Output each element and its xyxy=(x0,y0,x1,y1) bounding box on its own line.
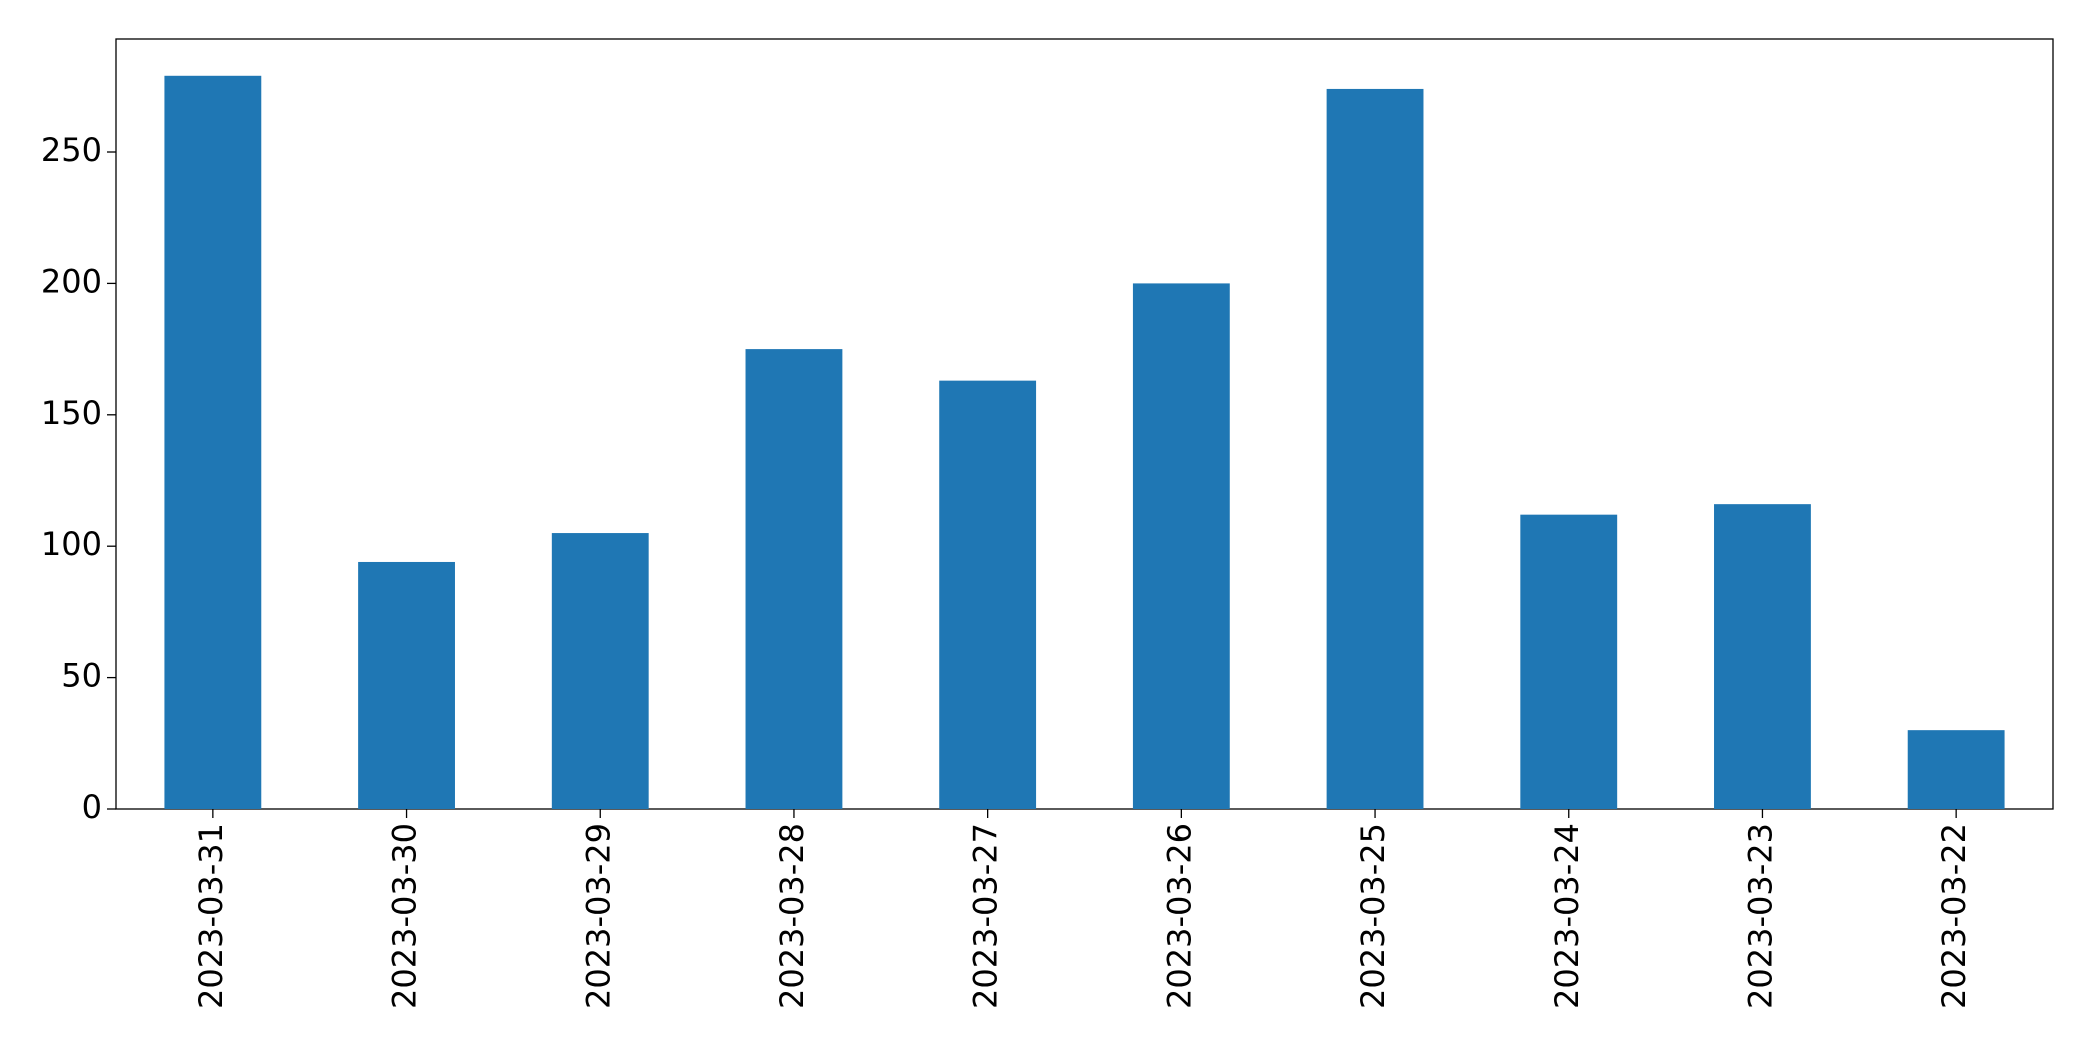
bar xyxy=(164,75,262,809)
y-tick-label: 50 xyxy=(61,657,102,695)
y-tick-label: 0 xyxy=(82,788,102,826)
bar xyxy=(939,380,1037,809)
bar xyxy=(1132,283,1230,810)
bar xyxy=(551,533,649,809)
plot-frame xyxy=(115,38,2054,810)
x-tick-label: 2023-03-26 xyxy=(1160,823,1198,1009)
x-tick-label: 2023-03-31 xyxy=(192,823,230,1009)
x-tick-label: 2023-03-28 xyxy=(773,823,811,1009)
bar xyxy=(1326,88,1424,809)
y-tick-label: 200 xyxy=(41,262,102,300)
bar xyxy=(1520,514,1618,809)
x-tick-label: 2023-03-25 xyxy=(1354,823,1392,1009)
x-tick-label: 2023-03-29 xyxy=(579,823,617,1009)
y-tick-label: 250 xyxy=(41,131,102,169)
y-tick-label: 150 xyxy=(41,394,102,432)
x-tick-label: 2023-03-27 xyxy=(967,823,1005,1009)
bar xyxy=(358,561,455,809)
bar xyxy=(1907,730,2005,809)
x-tick-label: 2023-03-22 xyxy=(1935,823,1973,1009)
bar xyxy=(745,349,843,809)
x-tick-label: 2023-03-23 xyxy=(1741,823,1779,1009)
x-tick-label: 2023-03-30 xyxy=(386,823,424,1009)
x-tick-label: 2023-03-24 xyxy=(1548,823,1586,1009)
bar xyxy=(1714,504,1811,809)
y-tick-label: 100 xyxy=(41,525,102,563)
